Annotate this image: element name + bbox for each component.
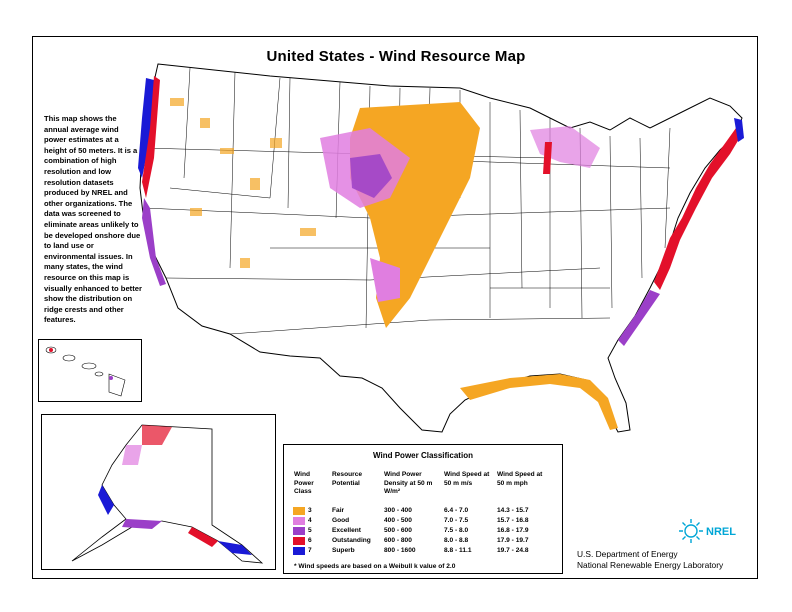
pacific-coast-outstanding (142, 76, 160, 198)
great-lakes (530, 126, 600, 168)
atlantic-coast-excellent (618, 290, 660, 346)
agency-credit: U.S. Department of Energy National Renew… (577, 549, 723, 571)
header-potential: Resource Potential (332, 471, 363, 487)
potential-value: Fair (332, 507, 345, 514)
speed-ms-value: 8.8 - 11.1 (444, 547, 472, 554)
class-value: 7 (308, 547, 312, 554)
class-value: 5 (308, 527, 312, 534)
texas-good (370, 258, 400, 302)
speed-ms-value: 6.4 - 7.0 (444, 507, 469, 514)
pacific-coast-excellent (142, 198, 166, 286)
speed-mph-value: 14.3 - 15.7 (497, 507, 529, 514)
header-density: Wind Power Density at 50 m W/m² (384, 471, 433, 495)
density-value: 300 - 400 (384, 507, 412, 514)
potential-value: Superb (332, 547, 355, 554)
swatch-superb (293, 547, 305, 555)
lake-michigan-coast (543, 142, 552, 174)
speed-ms-value: 8.0 - 8.8 (444, 537, 469, 544)
agency-line-1: U.S. Department of Energy (577, 549, 678, 559)
speed-mph-value: 16.8 - 17.9 (497, 527, 529, 534)
legend-row: 4 Good 400 - 500 7.0 - 7.5 15.7 - 16.8 (284, 517, 562, 527)
potential-value: Good (332, 517, 350, 524)
legend-footnote: * Wind speeds are based on a Weibull k v… (294, 563, 456, 570)
header-class: Wind Power Class (294, 471, 314, 495)
alaska-inset (41, 414, 276, 570)
atlantic-coast-superb (734, 118, 744, 142)
atlantic-coast-outstanding (654, 128, 742, 290)
pacific-coast-superb (138, 78, 154, 178)
speed-ms-value: 7.5 - 8.0 (444, 527, 469, 534)
class-value: 4 (308, 517, 312, 524)
swatch-excellent (293, 527, 305, 535)
density-value: 400 - 500 (384, 517, 412, 524)
plains-excellent (350, 154, 392, 198)
class-value: 3 (308, 507, 312, 514)
speed-mph-value: 19.7 - 24.8 (497, 547, 529, 554)
legend: Wind Power Classification Wind Power Cla… (283, 444, 563, 574)
hawaii-islands (45, 346, 126, 397)
header-speed-ms: Wind Speed at 50 m m/s (444, 471, 490, 487)
potential-value: Outstanding (332, 537, 371, 544)
legend-title: Wind Power Classification (373, 451, 473, 460)
potential-value: Excellent (332, 527, 361, 534)
density-value: 600 - 800 (384, 537, 412, 544)
class-value: 6 (308, 537, 312, 544)
speed-mph-value: 17.9 - 19.7 (497, 537, 529, 544)
map-title: United States - Wind Resource Map (266, 48, 526, 65)
gulf-coast-fair (460, 374, 618, 430)
density-value: 800 - 1600 (384, 547, 416, 554)
map-description: This map shows the annual average wind p… (44, 114, 142, 325)
us-map (138, 63, 744, 433)
agency-line-2: National Renewable Energy Laboratory (577, 560, 724, 570)
legend-row: 5 Excellent 500 - 600 7.5 - 8.0 16.8 - 1… (284, 527, 562, 537)
swatch-outstanding (293, 537, 305, 545)
speed-mph-value: 15.7 - 16.8 (497, 517, 529, 524)
nrel-logo: NREL (679, 519, 736, 543)
hawaii-inset (38, 339, 142, 402)
header-speed-mph: Wind Speed at 50 m mph (497, 471, 543, 487)
nrel-logo-text: NREL (706, 526, 736, 538)
alaska-map (71, 424, 264, 564)
legend-row: 3 Fair 300 - 400 6.4 - 7.0 14.3 - 15.7 (284, 507, 562, 517)
western-ridges (170, 98, 316, 268)
legend-row: 6 Outstanding 600 - 800 8.0 - 8.8 17.9 -… (284, 537, 562, 547)
map-frame (32, 36, 758, 579)
swatch-good (293, 517, 305, 525)
swatch-fair (293, 507, 305, 515)
sun-icon (679, 519, 703, 543)
density-value: 500 - 600 (384, 527, 412, 534)
speed-ms-value: 7.0 - 7.5 (444, 517, 469, 524)
legend-row: 7 Superb 800 - 1600 8.8 - 11.1 19.7 - 24… (284, 547, 562, 557)
